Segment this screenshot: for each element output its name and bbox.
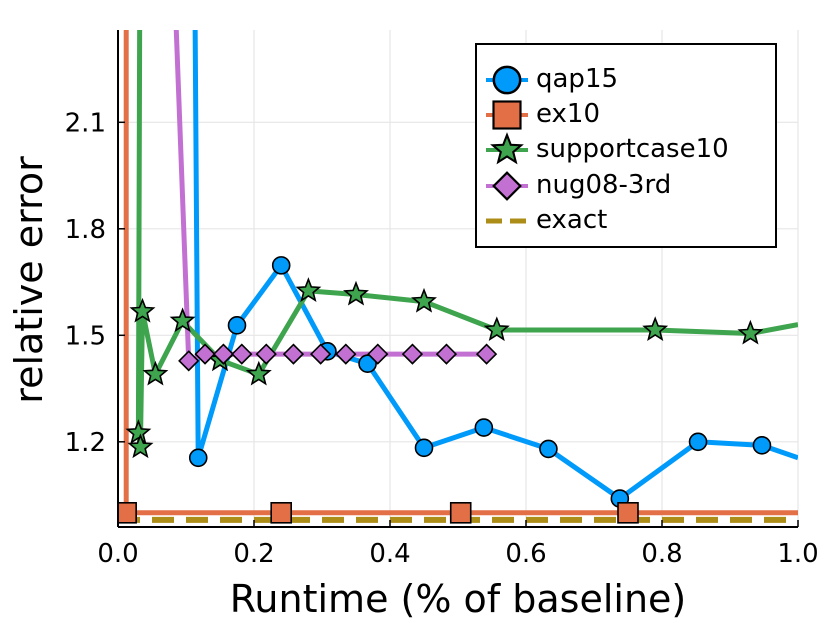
data-point-nug08-3rd (475, 343, 498, 365)
data-point-qap15 (688, 432, 708, 452)
x-tick-label: 0.0 (97, 539, 138, 569)
legend-label-ex10: ex10 (536, 99, 600, 129)
data-point-nug08-3rd (255, 343, 277, 365)
legend-marker-supportcase10 (490, 132, 524, 165)
legend-marker-shape (492, 65, 522, 95)
legend-label-qap15: qap15 (536, 64, 618, 94)
data-point-qap15 (474, 418, 494, 437)
data-point-nug08-3rd (212, 343, 235, 365)
data-point-nug08-3rd (282, 343, 305, 365)
data-point-nug08-3rd (194, 343, 216, 365)
data-point-supportcase10 (343, 280, 369, 306)
legend-label-exact: exact (536, 205, 607, 235)
x-tick-label: 0.6 (505, 539, 546, 569)
legend-marker-qap15 (492, 65, 522, 95)
data-point-nug08-3rd (231, 343, 253, 365)
data-point-qap15 (414, 438, 434, 458)
x-axis-title: Runtime (% of baseline) (230, 577, 687, 621)
data-point-ex10 (617, 501, 639, 524)
x-tick-label: 0.4 (369, 539, 410, 569)
data-point-supportcase10 (295, 277, 322, 302)
data-point-nug08-3rd (401, 343, 424, 365)
data-point-nug08-3rd (367, 343, 389, 365)
series-line-ex10 (123, 30, 798, 516)
data-point-qap15 (752, 436, 772, 455)
data-point-supportcase10 (142, 360, 169, 386)
legend-label-nug08-3rd: nug08-3rd (536, 170, 671, 200)
data-point-nug08-3rd (435, 343, 458, 365)
data-point-supportcase10 (245, 360, 272, 386)
data-point-nug08-3rd (335, 343, 357, 365)
legend-marker-ex10 (492, 100, 522, 130)
data-point-supportcase10 (411, 287, 437, 313)
legend-symbols (486, 65, 528, 224)
data-point-supportcase10 (127, 433, 154, 459)
data-point-qap15 (271, 256, 291, 275)
series-markers (118, 256, 772, 524)
ticks: 0.0 0.2 0.4 0.6 0.8 1.0 1.2 1.5 1.8 2.1 (65, 108, 819, 569)
data-point-supportcase10 (642, 316, 669, 342)
data-point-supportcase10 (125, 419, 152, 444)
y-axis-title: relative error (7, 156, 51, 404)
legend-marker-shape (492, 100, 522, 130)
x-tick-label: 1.0 (777, 539, 818, 569)
data-point-ex10 (270, 501, 293, 524)
y-tick-label: 2.1 (65, 108, 106, 138)
data-point-nug08-3rd (310, 343, 332, 365)
data-point-supportcase10 (129, 297, 156, 323)
data-point-nug08-3rd (178, 350, 200, 372)
data-point-qap15 (188, 448, 208, 468)
legend-label-supportcase10: supportcase10 (536, 134, 729, 164)
data-point-supportcase10 (737, 319, 764, 345)
legend: qap15 ex10 supportcase10 nug08-3rd exact (475, 43, 777, 248)
data-point-qap15 (539, 439, 558, 459)
data-point-qap15 (358, 354, 377, 374)
data-point-supportcase10 (483, 316, 510, 342)
data-point-supportcase10 (169, 307, 196, 333)
data-point-qap15 (227, 316, 247, 335)
data-point-ex10 (449, 501, 472, 524)
legend-marker-shape (492, 171, 522, 201)
data-point-ex10 (118, 501, 137, 524)
axes (117, 30, 798, 528)
x-tick-label: 0.8 (641, 539, 682, 569)
x-tick-label: 0.2 (233, 539, 274, 569)
y-tick-label: 1.2 (65, 428, 106, 458)
y-tick-label: 1.8 (65, 215, 106, 245)
legend-box (475, 43, 777, 248)
y-tick-label: 1.5 (65, 321, 106, 351)
legend-marker-nug08-3rd (492, 171, 522, 201)
legend-marker-shape (490, 132, 524, 165)
